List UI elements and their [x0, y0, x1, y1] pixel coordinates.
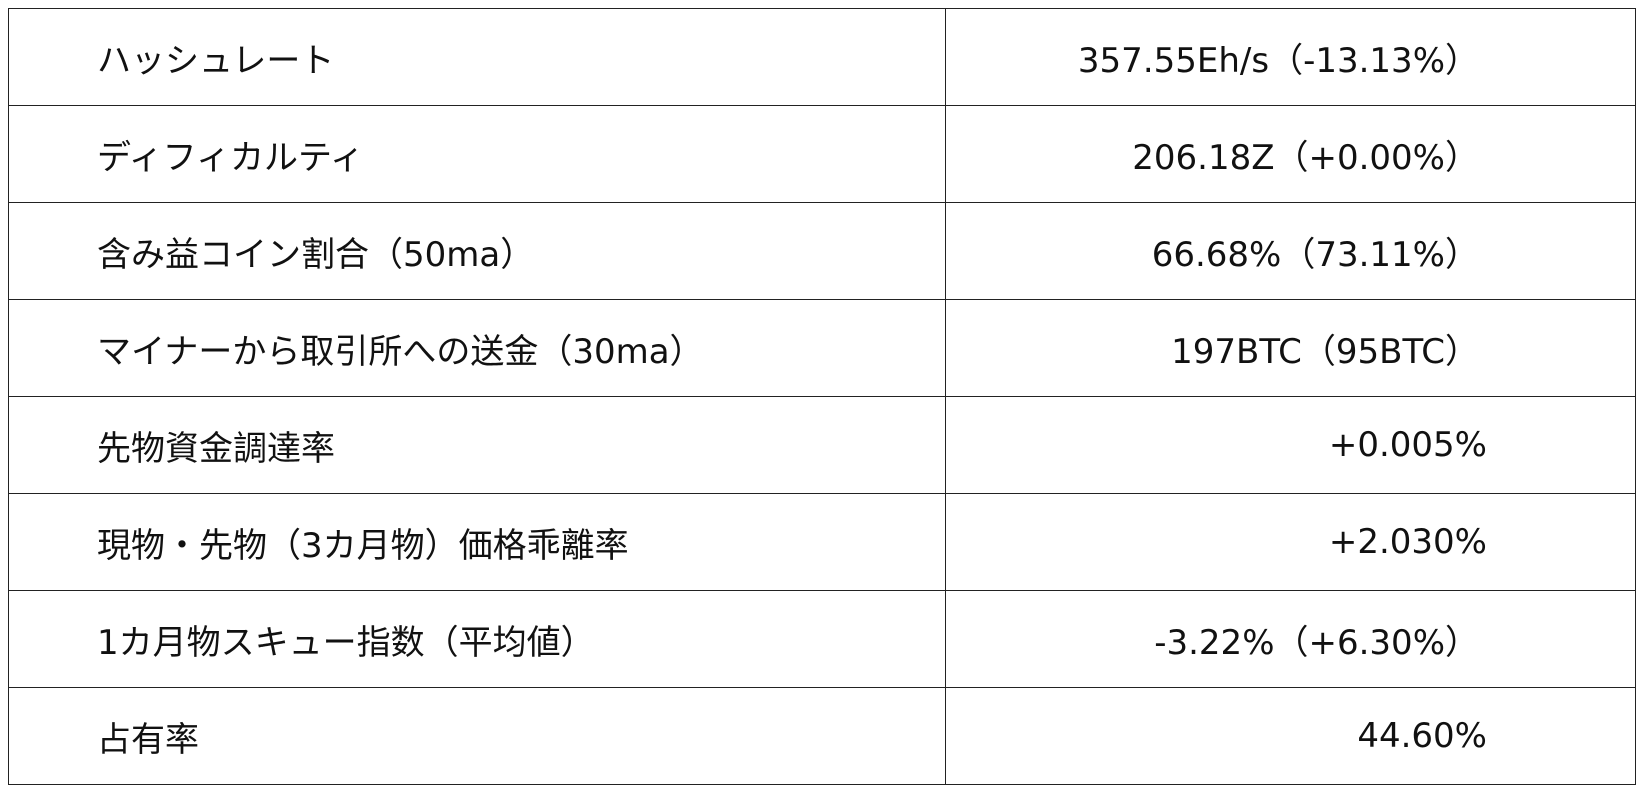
table-row: マイナーから取引所への送金（30ma） 197BTC（95BTC）: [8, 299, 1636, 397]
table-row: 現物・先物（3カ月物）価格乖離率 +2.030%: [8, 493, 1636, 591]
metric-label: ハッシュレート: [8, 8, 946, 106]
metric-value: 206.18Z（+0.00%）: [945, 105, 1636, 203]
table-row: ディフィカルティ 206.18Z（+0.00%）: [8, 105, 1636, 203]
table-row: 占有率 44.60%: [8, 687, 1636, 785]
metric-label: 先物資金調達率: [8, 396, 946, 494]
metric-value: +2.030%: [945, 493, 1636, 591]
table-row: 先物資金調達率 +0.005%: [8, 396, 1636, 494]
metric-value: 197BTC（95BTC）: [945, 299, 1636, 397]
metric-label: 現物・先物（3カ月物）価格乖離率: [8, 493, 946, 591]
metrics-table-body: ハッシュレート 357.55Eh/s（-13.13%） ディフィカルティ 206.18…: [8, 8, 1636, 785]
metric-label: 占有率: [8, 687, 946, 785]
metric-label: 含み益コイン割合（50ma）: [8, 202, 946, 300]
metric-label: マイナーから取引所への送金（30ma）: [8, 299, 946, 397]
metric-value: 66.68%（73.11%）: [945, 202, 1636, 300]
metric-label: 1カ月物スキュー指数（平均値）: [8, 590, 946, 688]
metric-value: 357.55Eh/s（-13.13%）: [945, 8, 1636, 106]
metric-value: -3.22%（+6.30%）: [945, 590, 1636, 688]
table-row: ハッシュレート 357.55Eh/s（-13.13%）: [8, 8, 1636, 106]
table-row: 含み益コイン割合（50ma） 66.68%（73.11%）: [8, 202, 1636, 300]
metric-label: ディフィカルティ: [8, 105, 946, 203]
metrics-table: ハッシュレート 357.55Eh/s（-13.13%） ディフィカルティ 206.18…: [8, 8, 1636, 785]
table-row: 1カ月物スキュー指数（平均値） -3.22%（+6.30%）: [8, 590, 1636, 688]
metric-value: 44.60%: [945, 687, 1636, 785]
metric-value: +0.005%: [945, 396, 1636, 494]
